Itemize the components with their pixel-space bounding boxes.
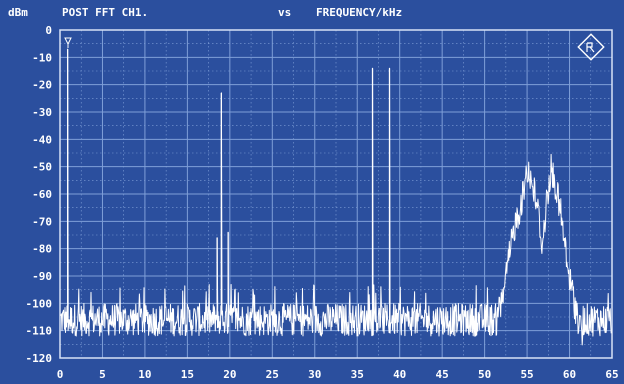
plot-frame (59, 29, 613, 359)
x-tick-label: 65 (605, 368, 618, 381)
y-tick-label: -50 (32, 161, 52, 174)
y-tick-label: -10 (32, 51, 52, 64)
x-tick-label: 45 (436, 368, 449, 381)
x-tick-label: 15 (181, 368, 194, 381)
spectrum-trace (59, 48, 612, 346)
y-tick-label: -90 (32, 270, 52, 283)
x-tick-label: 25 (266, 368, 279, 381)
x-tick-label: 0 (57, 368, 64, 381)
x-tick-label: 40 (393, 368, 406, 381)
marker-triangle-icon (64, 37, 72, 48)
y-tick-label: -80 (32, 243, 52, 256)
y-tick-label: -40 (32, 133, 52, 146)
x-tick-label: 30 (308, 368, 321, 381)
y-tick-label: -60 (32, 188, 52, 201)
x-tick-label: 20 (223, 368, 236, 381)
x-tick-label: 5 (99, 368, 106, 381)
y-unit-label: dBm (8, 6, 28, 19)
y-tick-label: -110 (26, 325, 53, 338)
x-tick-label: 35 (351, 368, 364, 381)
y-tick-label: -30 (32, 106, 52, 119)
y-tick-label: -20 (32, 79, 52, 92)
x-tick-label: 50 (478, 368, 491, 381)
x-tick-label: 10 (138, 368, 151, 381)
trace-label: POST FFT CH1. (62, 6, 148, 19)
x-tick-label: 55 (520, 368, 533, 381)
y-tick-label: -70 (32, 215, 52, 228)
x-axis-title: FREQUENCY/kHz (316, 6, 402, 19)
y-tick-label: -100 (26, 297, 53, 310)
vs-label: vs (278, 6, 291, 19)
y-tick-label: -120 (26, 352, 53, 365)
x-tick-label: 60 (563, 368, 576, 381)
y-tick-label: 0 (45, 24, 52, 37)
rohde-schwarz-diamond-logo (577, 33, 605, 61)
